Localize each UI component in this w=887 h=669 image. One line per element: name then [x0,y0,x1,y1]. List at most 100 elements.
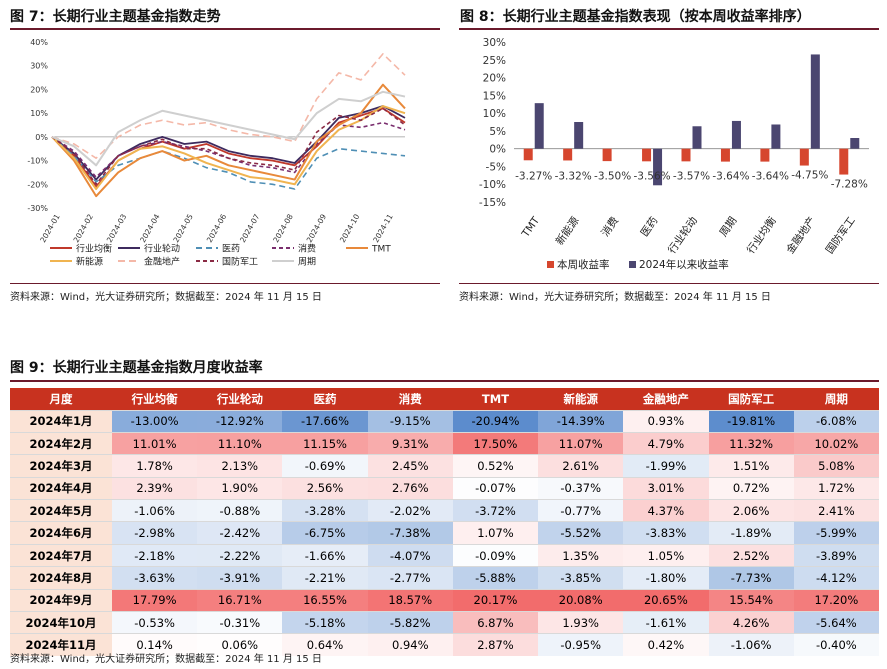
return-cell: 4.79% [623,431,709,455]
return-cell: 0.93% [623,409,709,433]
return-cell: 10.02% [793,431,879,455]
return-cell: 9.31% [367,431,453,455]
fig7-title: 图 7：长期行业主题基金指数走势 [10,9,221,25]
bar-weekly-return [523,148,533,161]
x-category-label: 周期 [718,215,740,239]
table-header-row: 月度 行业均衡 行业轮动 医药 消费 TMT 新能源 金融地产 国防军工 周期 [10,388,879,410]
bar-data-label: -4.75% [791,170,828,182]
column-header: 周期 [793,388,879,410]
x-tick-label: 2024-05 [171,212,195,244]
return-cell: 2.45% [367,454,453,478]
bar-weekly-return [681,148,691,162]
return-cell: 0.94% [367,633,453,657]
return-cell: -2.98% [112,521,198,545]
return-cell: 17.20% [793,588,879,612]
bar-data-label: -3.64% [712,171,749,183]
y-tick-label: 20% [483,73,506,85]
return-cell: -0.37% [538,476,624,500]
return-cell: 0.52% [452,454,539,478]
fig7-source: 资料来源：Wind，光大证券研究所；数据截至：2024 年 11 月 15 日 [10,292,322,303]
return-cell: 2.41% [793,499,879,522]
fig7-title-rule [10,28,440,30]
return-cell: 18.57% [367,588,453,612]
return-cell: 0.64% [282,633,368,657]
return-cell: 1.93% [538,611,624,634]
y-tick-label: 5% [489,126,506,138]
return-cell: -7.73% [708,566,794,590]
return-cell: 1.78% [112,454,198,478]
return-cell: -3.91% [197,566,283,590]
return-cell: -0.53% [112,611,198,634]
return-cell: 16.71% [197,588,283,612]
bar-data-label: -3.64% [752,171,789,183]
return-cell: 20.17% [452,588,539,612]
table-row: 2024年2月 11.01% 11.10% 11.15% 9.31% 17.50% 11.0… [10,431,879,455]
return-cell: -1.89% [708,521,794,545]
return-cell: -2.21% [282,566,368,590]
column-header: 消费 [367,388,453,410]
return-cell: -2.02% [367,499,453,522]
month-cell: 2024年9月 [10,588,112,612]
legend-label: 行业均衡 [76,243,112,255]
return-cell: 2.61% [538,454,624,478]
bar-data-label: -3.32% [555,171,592,183]
column-header: 新能源 [538,388,624,410]
return-cell: -0.95% [538,633,624,657]
return-cell: -1.61% [623,611,709,634]
return-cell: 11.10% [197,431,283,455]
y-tick-label: -30% [27,204,48,213]
month-cell: 2024年10月 [10,611,112,634]
column-header: 行业均衡 [112,388,198,410]
return-cell: -4.07% [367,543,453,567]
return-cell: 2.56% [282,476,368,500]
x-category-label: 国防军工 [823,214,858,256]
column-header: 月度 [10,388,112,410]
month-cell: 2024年6月 [10,521,112,545]
return-cell: -5.52% [538,521,624,545]
return-cell: 2.06% [708,499,794,522]
return-cell: 5.08% [793,454,879,478]
return-cell: -5.18% [282,611,368,634]
return-cell: -6.75% [282,521,368,545]
return-cell: -5.82% [367,611,453,634]
bar-ytd-return [692,126,702,149]
return-cell: -0.07% [452,476,539,500]
return-cell: -13.00% [112,409,198,433]
series-line [51,90,406,167]
return-cell: 6.87% [452,611,539,634]
bar-ytd-return [534,103,544,149]
fig7-line-chart: 40% 30% 20% 10% 0% -10% -20% -30%2024-01 2024-02… [27,38,406,268]
return-cell: -2.22% [197,543,283,567]
return-cell: 4.26% [708,611,794,634]
return-cell: 0.42% [623,633,709,657]
x-category-label: 金融地产 [784,214,819,256]
return-cell: 2.76% [367,476,453,500]
y-tick-label: 30% [483,37,506,49]
month-cell: 2024年4月 [10,476,112,500]
monthly-return-table: 月度 行业均衡 行业轮动 医药 消费 TMT 新能源 金融地产 国防军工 周期 2024年1月 -1… [10,388,879,657]
return-cell: -5.99% [793,521,879,545]
table-row: 2024年6月 -2.98% -2.42% -6.75% -7.38% 1.07% -5.5… [10,521,879,545]
legend-label: TMT [371,245,391,255]
y-tick-label: -10% [479,179,506,191]
return-cell: 17.50% [452,431,539,455]
x-tick-label: 2024-08 [271,212,295,244]
fig8-bar-chart: 30% 25% 20% 15% 10% 5% 0% -5% -10% -15% -3.27% TMT -… [479,37,869,271]
bar-data-label: -3.57% [673,171,710,183]
y-tick-label: 20% [30,85,48,94]
return-cell: -5.88% [452,566,539,590]
return-cell: 16.55% [282,588,368,612]
series-line [51,107,406,186]
return-cell: 1.35% [538,543,624,567]
return-cell: -4.12% [793,566,879,590]
return-cell: -6.08% [793,409,879,433]
return-cell: -9.15% [367,409,453,433]
fig8-title-rule [459,28,879,30]
return-cell: 11.32% [708,431,794,455]
table-row: 2024年3月 1.78% 2.13% -0.69% 2.45% 0.52% 2.61% -1… [10,454,879,478]
x-tick-label: 2024-09 [305,212,329,244]
return-cell: -3.63% [112,566,198,590]
y-tick-label: -15% [479,197,506,209]
return-cell: 4.37% [623,499,709,522]
bar-weekly-return [720,148,730,162]
